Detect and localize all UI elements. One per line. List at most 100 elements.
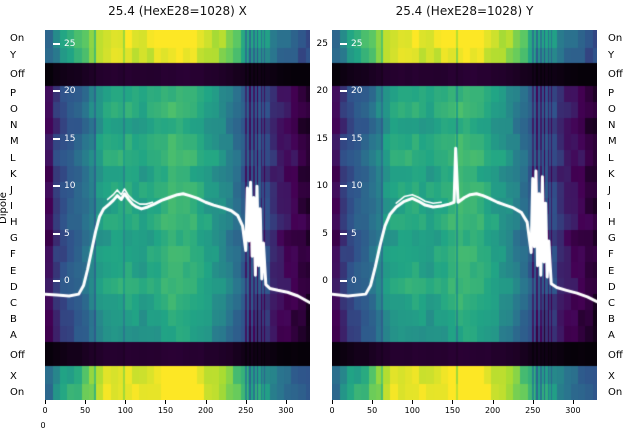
y-axis-label-left: N	[10, 120, 18, 132]
overlay-tick-label: 5	[53, 228, 70, 240]
y-axis-label-left: Off	[10, 68, 25, 80]
heatmap-panel-y: 25 20 15 10 5 0	[332, 30, 597, 400]
x-tick-label: 150	[157, 406, 174, 415]
y-axis-label-right: Off	[608, 68, 623, 80]
overlay-tick-mark	[53, 232, 60, 235]
overlay-tick-mark	[53, 90, 60, 93]
y-axis-label-left: B	[10, 313, 17, 325]
heatmap-canvas-X	[45, 30, 310, 400]
y-axis-label-left: X	[10, 371, 17, 383]
x-tick-mark	[205, 400, 207, 404]
overlay-tick-mark	[340, 90, 347, 93]
x-tick-label: 250	[525, 406, 541, 415]
x-tick-mark	[532, 400, 534, 404]
y-axis-label-left: K	[10, 168, 17, 180]
plot-title-x: 25.4 (HexE28=1028) X	[108, 4, 247, 18]
overlay-tick-mark	[340, 185, 347, 188]
y-axis-label-right: C	[608, 297, 615, 309]
x-axis-right-panel: 0 50 100 150 200 250 300	[329, 400, 597, 424]
x-tick-mark	[165, 400, 167, 404]
gutter-tick-label: 20	[316, 86, 328, 97]
heatmap-panel-x: 25 20 15 10 5 0	[45, 30, 310, 400]
x-tick-label: 200	[197, 406, 214, 415]
overlay-tick-mark	[53, 185, 60, 188]
y-axis-label-left: On	[10, 33, 25, 44]
x-axis-left-panel: 0 50 100 150 200 250 300	[42, 400, 310, 424]
overlay-tick-label: 20	[53, 85, 75, 97]
x-tick-mark	[372, 400, 374, 404]
y-axis-gutter-numeric: 25 20 15 10 5 0	[310, 0, 328, 440]
y-axis-label-right: K	[608, 168, 615, 180]
overlay-tick-label: 15	[53, 133, 75, 145]
plot-title-y: 25.4 (HexE28=1028) Y	[395, 4, 534, 18]
y-axis-label-right: B	[608, 313, 615, 325]
y-axis-label-left: J	[10, 184, 13, 196]
y-axis-label-right: P	[608, 88, 615, 100]
y-axis-label-right: L	[608, 152, 614, 164]
overlay-tick-label: 10	[53, 180, 75, 192]
y-axis-label-right: H	[608, 217, 616, 229]
overlay-tick-mark	[53, 43, 60, 46]
x-tick-mark	[85, 400, 87, 404]
x-tick-mark	[492, 400, 494, 404]
y-axis-label-left: C	[10, 297, 17, 309]
y-axis-right: On Y Off P O N M L K J I H G F E D C B A Off X On	[604, 0, 640, 440]
y-axis-label-left: L	[10, 152, 16, 164]
y-axis-label-right: G	[608, 233, 616, 245]
y-axis-label-left: O	[10, 104, 18, 116]
x-tick-label: 50	[80, 406, 91, 415]
y-axis-label-right: M	[608, 136, 617, 148]
gutter-tick-label: 10	[316, 181, 328, 192]
x-tick-mark	[572, 400, 574, 404]
x-tick-label: 100	[117, 406, 133, 415]
y-axis-label-left: G	[10, 233, 18, 245]
x-tick-label: 250	[238, 406, 254, 415]
y-axis-label-right: F	[608, 249, 614, 261]
overlay-tick-mark	[340, 137, 347, 140]
corner-zero-label: 0	[40, 421, 46, 430]
y-axis-label-left: P	[10, 88, 17, 100]
gutter-tick-label: 0	[322, 275, 328, 286]
overlay-tick-mark	[340, 43, 347, 46]
x-tick-mark	[332, 400, 333, 404]
y-axis-label-right: N	[608, 120, 616, 132]
overlay-tick-label: 0	[53, 275, 70, 287]
gutter-tick-label: 5	[322, 228, 328, 239]
y-axis-label-left: Off	[10, 350, 25, 362]
y-axis-label-right: I	[608, 201, 611, 212]
y-axis-label-right: Off	[608, 350, 623, 362]
overlay-tick-mark	[340, 232, 347, 235]
x-tick-label: 200	[484, 406, 501, 415]
x-tick-mark	[452, 400, 454, 404]
y-axis-label-left: A	[10, 330, 17, 342]
y-axis-label-left: I	[10, 201, 13, 212]
y-axis-label-right: D	[608, 281, 616, 293]
x-tick-label: 300	[565, 406, 581, 415]
y-axis-label-left: F	[10, 249, 16, 261]
overlay-tick-label: 25	[53, 38, 75, 50]
x-tick-label: 0	[42, 406, 48, 415]
heatmap-canvas-Y	[332, 30, 597, 400]
gutter-tick-label: 15	[316, 133, 328, 144]
x-tick-mark	[412, 400, 414, 404]
y-axis-label-left: E	[10, 265, 17, 277]
x-tick-label: 300	[278, 406, 294, 415]
overlay-tick-mark	[53, 137, 60, 140]
x-tick-label: 0	[329, 406, 335, 415]
y-axis-label-left: H	[10, 217, 18, 229]
overlay-tick-label: 20	[340, 85, 362, 97]
y-axis-left: On Y Off P O N M L K J I H G F E D C B A Off X On	[0, 0, 44, 440]
x-tick-label: 50	[367, 406, 378, 415]
overlay-tick-label: 15	[340, 133, 362, 145]
y-axis-label-right: J	[608, 184, 611, 196]
y-axis-label-left: Y	[10, 49, 17, 61]
y-axis-label-right: X	[608, 371, 615, 383]
y-axis-label-right: O	[608, 104, 616, 116]
y-axis-label-left: On	[10, 387, 25, 399]
overlay-tick-label: 0	[340, 275, 357, 287]
y-axis-label-left: D	[10, 281, 18, 293]
y-axis-label-left: M	[10, 136, 19, 148]
x-tick-mark	[285, 400, 287, 404]
x-tick-label: 150	[444, 406, 461, 415]
x-tick-mark	[45, 400, 46, 404]
